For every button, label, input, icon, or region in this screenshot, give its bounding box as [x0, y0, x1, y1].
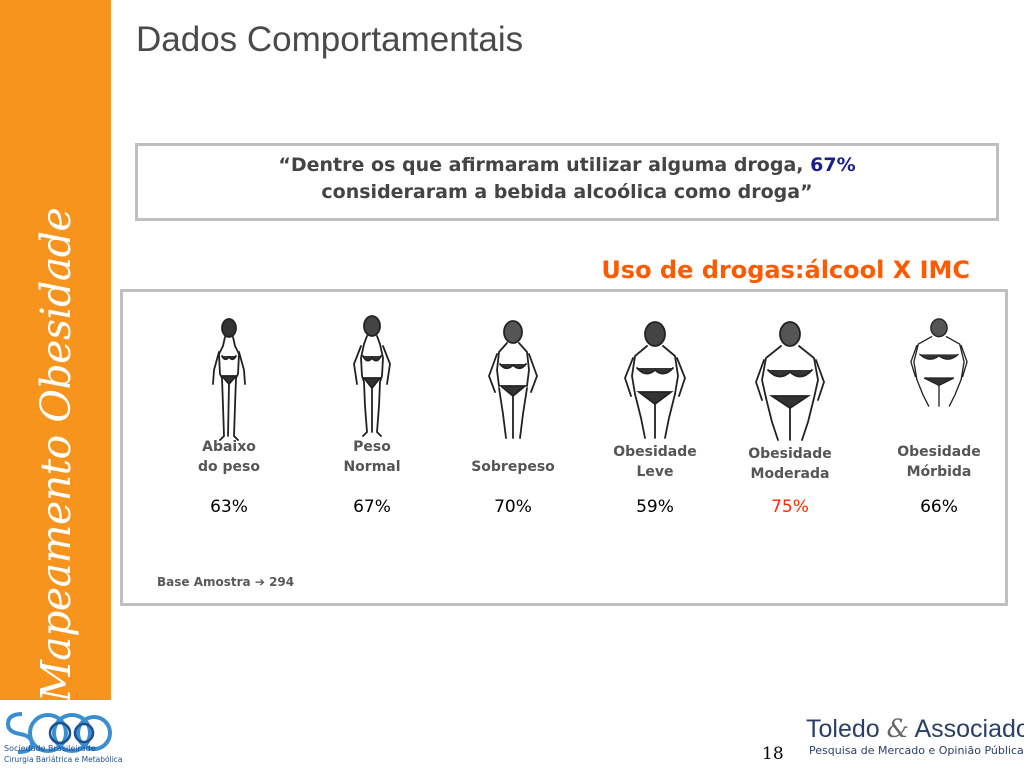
quote-line-2: consideraram a bebida alcoólica como dro…	[321, 181, 813, 203]
category-label: Sobrepeso	[471, 459, 555, 475]
category-value: 67%	[353, 497, 391, 517]
sample-base-note: Base Amostra ➔ 294	[157, 575, 294, 589]
category-value: 70%	[494, 497, 532, 517]
category-label: Obesidade Moderada	[748, 446, 832, 482]
sample-base-label: Base Amostra	[157, 575, 251, 589]
sample-base-value: 294	[269, 575, 295, 589]
slide-title: Dados Comportamentais	[136, 20, 524, 59]
toledo-logo-name: Toledo & Associados	[806, 714, 1024, 743]
category-label: Obesidade Mórbida	[897, 444, 981, 480]
category-label: Obesidade Leve	[613, 444, 697, 480]
sidebar-band: Mapeamento Obesidade	[0, 0, 111, 703]
category-value: 63%	[210, 497, 248, 517]
moderate-obesity-figure-icon	[755, 321, 825, 441]
mild-obesity-figure-icon	[624, 321, 686, 439]
sidebar-label: Mapeamento Obesidade	[32, 207, 80, 703]
quote-text-before: “Dentre os que afirmaram utilizar alguma…	[278, 154, 804, 176]
quote-box: “Dentre os que afirmaram utilizar alguma…	[135, 143, 999, 221]
chart-title: Uso de drogas:álcool X IMC	[601, 256, 970, 284]
sbcbm-name-line-2: Cirurgia Bariátrica e Metabólica	[4, 755, 123, 764]
underweight-figure-icon	[212, 318, 246, 441]
sbcbm-name-line-1: Sociedade Brasileirade	[4, 744, 96, 753]
normal-weight-figure-icon	[353, 315, 391, 437]
category-value-highlighted: 75%	[771, 497, 809, 517]
page-number: 18	[762, 744, 784, 764]
category-label: Peso Normal	[343, 439, 401, 475]
morbid-obesity-figure-icon	[910, 318, 968, 407]
quote-highlight: 67%	[810, 154, 856, 176]
category-label: Abaixo do peso	[198, 439, 260, 475]
toledo-tagline: Pesquisa de Mercado e Opinião Pública	[809, 744, 1024, 757]
categories-panel: Abaixo do peso 63% Peso Normal 67%	[120, 289, 1008, 606]
category-value: 66%	[920, 497, 958, 517]
sbcbm-logo	[5, 712, 112, 754]
category-value: 59%	[636, 497, 674, 517]
quote-line-1: “Dentre os que afirmaram utilizar alguma…	[138, 152, 996, 179]
overweight-figure-icon	[488, 320, 538, 439]
arrow-right-icon: ➔	[254, 575, 265, 589]
